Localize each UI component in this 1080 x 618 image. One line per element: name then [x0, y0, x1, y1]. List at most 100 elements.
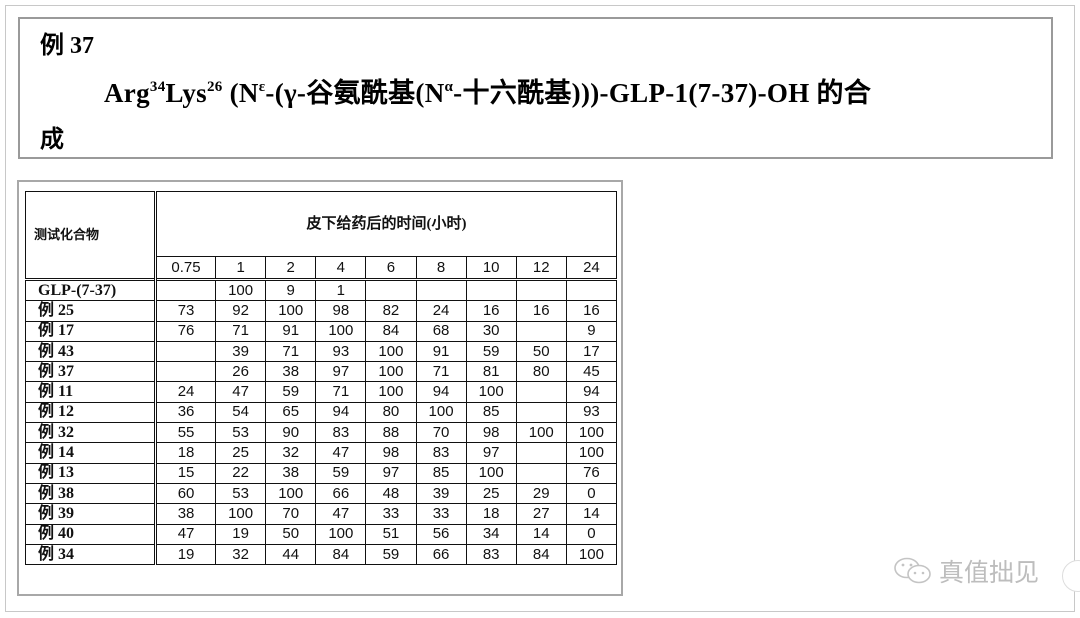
table-cell: 59 [365, 543, 417, 566]
table-cell: 45 [565, 361, 618, 383]
table-row: GLP-(7-37) 100 9 1 [25, 277, 618, 302]
table-cell: 100 [265, 482, 317, 505]
table-cell: 39 [415, 482, 467, 505]
table-cell [154, 277, 217, 302]
watermark: 真值拙见 [893, 553, 1039, 589]
time-header: 8 [415, 256, 467, 280]
table-cell: 47 [215, 381, 267, 403]
data-table-image: 测试化合物 皮下给药后的时间(小时) 0.75 1 2 4 6 8 10 12 24 GLP-(… [17, 180, 623, 596]
table-row: 例 37 26 38 97 100 71 81 80 45 [25, 361, 618, 383]
compound-name: 例 12 [25, 401, 157, 424]
table-cell: 100 [315, 523, 367, 545]
table-cell: 100 [315, 320, 367, 342]
time-header: 0.75 [154, 256, 217, 280]
compound-name: 例 38 [25, 482, 157, 505]
table-cell: 93 [315, 340, 367, 363]
table-cell: 68 [415, 320, 467, 342]
table-cell: 100 [565, 422, 618, 444]
table-cell [515, 442, 567, 464]
watermark-text: 真值拙见 [939, 558, 1040, 587]
table-cell: 66 [315, 482, 367, 505]
table-cell: 84 [315, 543, 367, 566]
compound-name: 例 34 [25, 543, 157, 566]
table-cell: 97 [315, 361, 367, 383]
table-cell: 53 [215, 482, 267, 505]
table-cell: 85 [465, 401, 517, 424]
table-cell: 24 [415, 300, 467, 322]
table-cell [365, 277, 417, 302]
table-cell: 16 [465, 300, 517, 322]
table-cell: 0 [565, 523, 618, 545]
heading-box: 例 37 Arg34Lys26 (Nε-(γ-谷氨酰基(Nα-十六酰基)))-G… [18, 17, 1053, 159]
table-cell: 34 [465, 523, 517, 545]
table-cell: 71 [415, 361, 467, 383]
table-row: 例 11 24 47 59 71 100 94 100 94 [25, 381, 618, 403]
table-cell: 81 [465, 361, 517, 383]
table-cell: 19 [215, 523, 267, 545]
table-cell: 83 [415, 442, 467, 464]
table-cell: 100 [215, 277, 267, 302]
table-cell: 83 [465, 543, 517, 566]
table-cell: 59 [265, 381, 317, 403]
table-cell: 44 [265, 543, 317, 566]
example-number: 例 37 [40, 33, 94, 59]
time-header: 2 [265, 256, 317, 280]
time-header: 12 [515, 256, 567, 280]
compound-name: GLP-(7-37) [25, 277, 157, 302]
table-cell: 15 [154, 462, 217, 484]
table-cell: 39 [215, 340, 267, 363]
table-cell: 84 [365, 320, 417, 342]
table-cell: 53 [215, 422, 267, 444]
table-cell: 47 [154, 523, 217, 545]
table-cell: 38 [265, 462, 317, 484]
table-cell: 100 [565, 442, 618, 464]
table-cell [515, 462, 567, 484]
table-cell: 97 [365, 462, 417, 484]
table-cell: 17 [565, 340, 618, 363]
table-row: 例 13 15 22 38 59 97 85 100 76 [25, 462, 618, 484]
table-cell: 51 [365, 523, 417, 545]
table-cell: 16 [515, 300, 567, 322]
table-cell: 98 [315, 300, 367, 322]
compound-name: 例 37 [25, 361, 157, 383]
table-cell: 90 [265, 422, 317, 444]
table-row: 例 39 38 100 70 47 33 33 18 27 14 [25, 503, 618, 525]
table-cell: 66 [415, 543, 467, 566]
table-cell: 19 [154, 543, 217, 566]
table-cell: 71 [315, 381, 367, 403]
table-cell [515, 320, 567, 342]
table-cell: 25 [215, 442, 267, 464]
table-cell: 32 [265, 442, 317, 464]
table-cell: 50 [515, 340, 567, 363]
table-cell: 82 [365, 300, 417, 322]
compound-name: 例 14 [25, 442, 157, 464]
table-cell: 88 [365, 422, 417, 444]
table-cell: 76 [154, 320, 217, 342]
table-cell: 100 [265, 300, 317, 322]
wechat-icon [894, 557, 931, 584]
table-cell [154, 340, 217, 363]
table-cell: 33 [365, 503, 417, 525]
table-cell: 50 [265, 523, 317, 545]
table-cell: 100 [565, 543, 618, 566]
table-cell: 80 [515, 361, 567, 383]
table-row: 例 43 39 71 93 100 91 59 50 17 [25, 340, 618, 363]
table-cell: 55 [154, 422, 217, 444]
table-cell: 54 [215, 401, 267, 424]
table-cell: 16 [565, 300, 618, 322]
compound-title: Arg34Lys26 (Nε-(γ-谷氨酰基(Nα-十六酰基)))-GLP-1(… [104, 78, 872, 108]
table-cell: 9 [265, 277, 317, 302]
compound-name: 例 17 [25, 320, 157, 342]
compound-name: 例 43 [25, 340, 157, 363]
table-cell: 100 [365, 361, 417, 383]
table-cell: 100 [465, 381, 517, 403]
compound-name: 例 40 [25, 523, 157, 545]
table-cell: 73 [154, 300, 217, 322]
compound-name: 例 13 [25, 462, 157, 484]
time-group-header: 皮下给药后的时间(小时) [155, 191, 617, 257]
table-row: 例 40 47 19 50 100 51 56 34 14 0 [25, 523, 618, 545]
time-header: 1 [215, 256, 267, 280]
table-cell: 98 [465, 422, 517, 444]
table-cell: 65 [265, 401, 317, 424]
table-cell: 100 [365, 340, 417, 363]
